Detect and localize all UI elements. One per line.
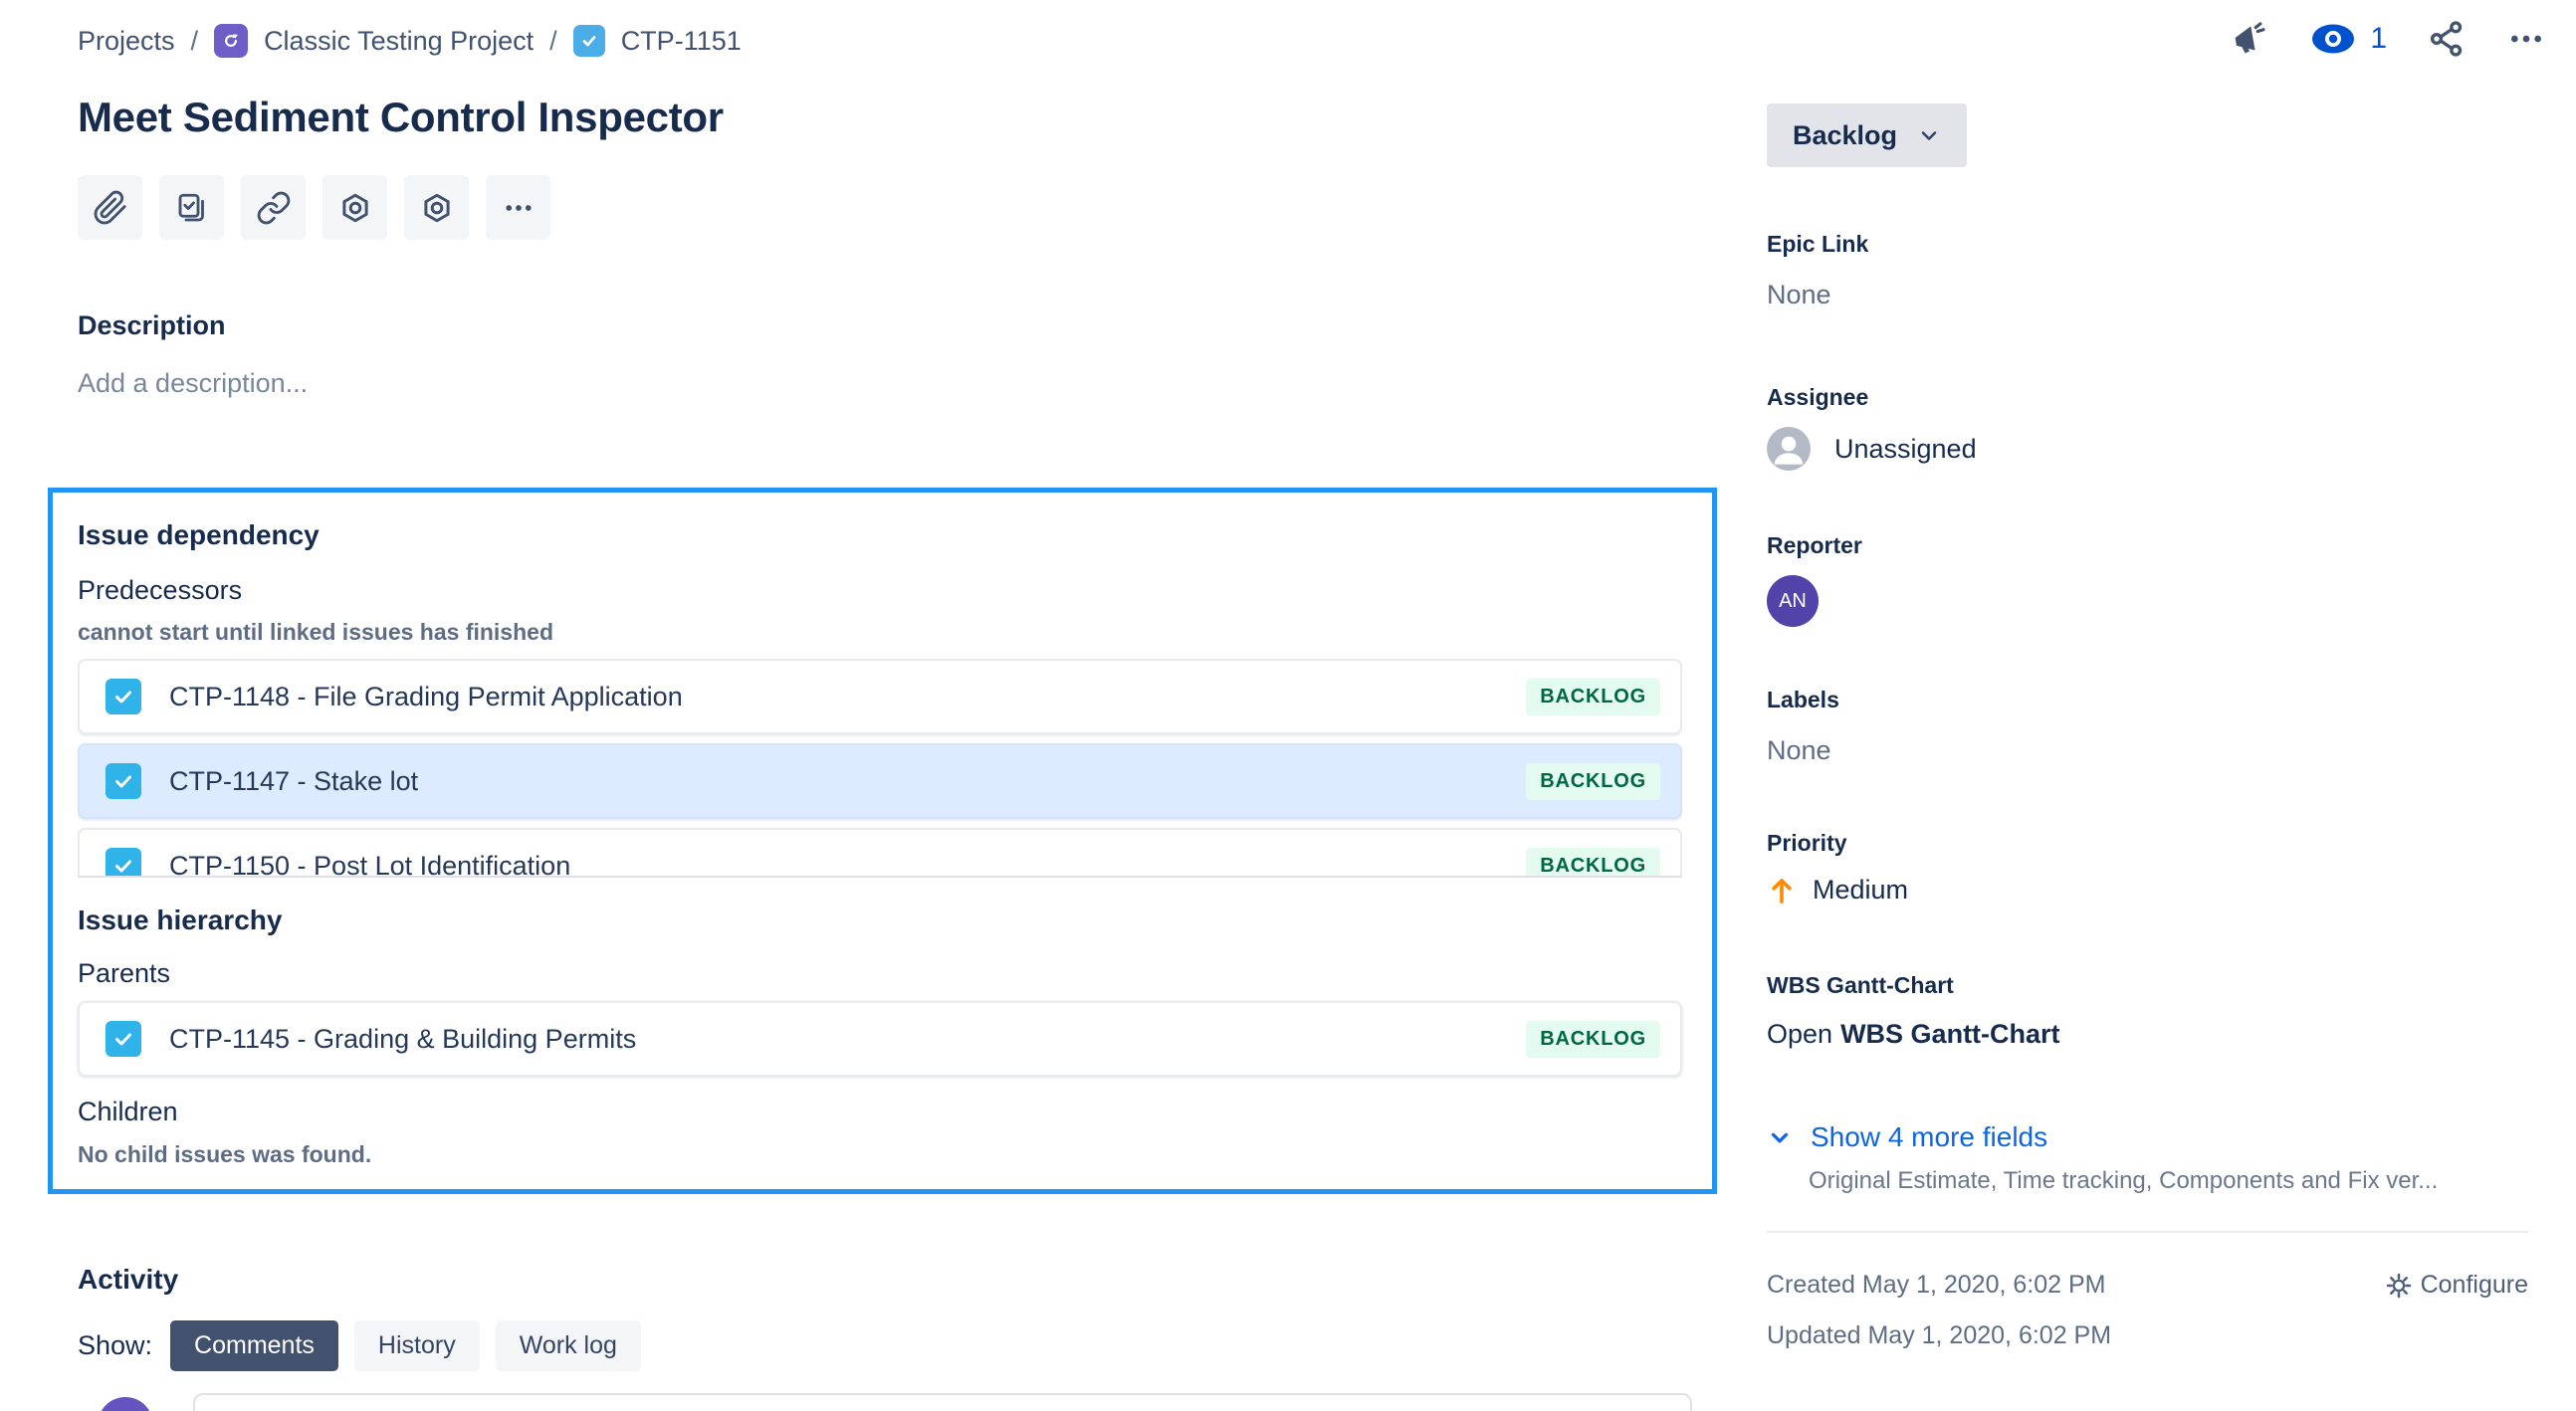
watch-count: 1 xyxy=(2370,22,2387,55)
add-subtask-button[interactable] xyxy=(159,175,224,240)
status-dropdown-label: Backlog xyxy=(1793,119,1898,150)
assignee-name: Unassigned xyxy=(1834,433,1977,464)
children-empty-message: No child issues was found. xyxy=(78,1141,372,1167)
reporter-avatar: AN xyxy=(1767,575,1819,627)
activity-title: Activity xyxy=(78,1264,179,1295)
show-label: Show: xyxy=(78,1330,153,1360)
priority-name: Medium xyxy=(1813,874,1909,905)
show-more-label: Show 4 more fields xyxy=(1811,1121,2048,1152)
status-badge: BACKLOG xyxy=(1526,847,1660,876)
predecessors-hint: cannot start until linked issues has fin… xyxy=(78,619,553,645)
labels-value[interactable]: None xyxy=(1767,735,1831,765)
issue-meta: Created May 1, 2020, 6:02 PM Updated May… xyxy=(1767,1271,2528,1350)
priority-value[interactable]: Medium xyxy=(1767,873,2528,907)
predecessors-label: Predecessors xyxy=(78,575,243,605)
parents-label: Parents xyxy=(78,958,171,988)
issue-dependency-panel: Issue dependency Predecessors cannot sta… xyxy=(48,488,1717,1194)
project-avatar-icon xyxy=(214,24,249,58)
row-checkbox[interactable] xyxy=(106,763,141,799)
issue-link-title[interactable]: CTP-1145 - Grading & Building Permits xyxy=(169,1023,637,1054)
breadcrumb-projects[interactable]: Projects xyxy=(78,25,175,56)
labels-label: Labels xyxy=(1767,687,1839,712)
row-checkbox[interactable] xyxy=(106,679,141,714)
description-placeholder[interactable]: Add a description... xyxy=(78,368,309,398)
app-hexagon-icon[interactable] xyxy=(404,175,469,240)
row-checkbox[interactable] xyxy=(106,848,141,876)
more-quick-actions-button[interactable] xyxy=(486,175,550,240)
show-more-fields[interactable]: Show 4 more fields xyxy=(1767,1121,2528,1153)
chevron-down-icon xyxy=(1771,1132,1789,1143)
epic-link-value[interactable]: None xyxy=(1767,280,1831,309)
breadcrumb-separator: / xyxy=(190,25,199,56)
activity-filter-bar: Show: Comments History Work log xyxy=(78,1320,641,1371)
unassigned-avatar-icon xyxy=(1767,427,1811,471)
filter-history-button[interactable]: History xyxy=(353,1320,480,1371)
priority-medium-icon xyxy=(1772,879,1792,904)
show-more-hint: Original Estimate, Time tracking, Compon… xyxy=(1809,1167,2439,1194)
configure-button[interactable]: Configure xyxy=(2385,1271,2528,1300)
breadcrumb-issue-key[interactable]: CTP-1151 xyxy=(620,25,742,56)
updated-date: Updated May 1, 2020, 6:02 PM xyxy=(1767,1321,2112,1349)
gear-icon xyxy=(2386,1273,2411,1298)
details-sidebar: Backlog Epic Link None Assignee Unassign… xyxy=(1767,0,2528,1350)
watchers[interactable]: 1 xyxy=(2310,21,2387,57)
created-date: Created May 1, 2020, 6:02 PM xyxy=(1767,1271,2106,1299)
comment-input[interactable] xyxy=(193,1393,1692,1411)
watch-eye-icon xyxy=(2310,21,2356,57)
issue-toolbar: 1 xyxy=(2229,18,2546,60)
predecessors-list[interactable]: CTP-1148 - File Grading Permit Applicati… xyxy=(78,659,1682,878)
activity-section: Activity Show: Comments History Work log xyxy=(78,1264,641,1371)
priority-label: Priority xyxy=(1767,830,1847,856)
status-badge: BACKLOG xyxy=(1526,678,1660,715)
breadcrumb: Projects / Classic Testing Project / CTP… xyxy=(78,24,742,58)
reporter-label: Reporter xyxy=(1767,532,1862,558)
dependency-panel-title: Issue dependency xyxy=(78,519,320,550)
row-checkbox[interactable] xyxy=(106,1021,141,1057)
reporter-value[interactable]: AN xyxy=(1767,575,2528,627)
issue-link-title[interactable]: CTP-1148 - File Grading Permit Applicati… xyxy=(169,681,683,711)
predecessor-row[interactable]: CTP-1150 - Post Lot Identification BACKL… xyxy=(78,828,1682,878)
share-icon[interactable] xyxy=(2427,19,2467,59)
parent-row[interactable]: CTP-1145 - Grading & Building Permits BA… xyxy=(78,1001,1682,1077)
chevron-down-icon xyxy=(1921,131,1937,140)
description-label: Description xyxy=(78,310,226,340)
task-type-icon xyxy=(572,25,605,57)
children-label: Children xyxy=(78,1097,178,1126)
feedback-megaphone-icon[interactable] xyxy=(2229,18,2270,60)
wbs-gantt-label: WBS Gantt-Chart xyxy=(1767,972,1954,998)
status-badge: BACKLOG xyxy=(1526,1020,1660,1058)
filter-worklog-button[interactable]: Work log xyxy=(495,1320,641,1371)
configure-label: Configure xyxy=(2420,1271,2528,1299)
app-hexagon-icon[interactable] xyxy=(322,175,387,240)
breadcrumb-project[interactable]: Classic Testing Project xyxy=(264,25,535,56)
issue-link-title[interactable]: CTP-1150 - Post Lot Identification xyxy=(169,850,571,878)
wbs-open-target: WBS Gantt-Chart xyxy=(1840,1019,2060,1049)
predecessor-row[interactable]: CTP-1147 - Stake lot BACKLOG xyxy=(78,743,1682,819)
attach-button[interactable] xyxy=(78,175,142,240)
quick-actions xyxy=(78,175,550,240)
open-wbs-gantt-link[interactable]: Open WBS Gantt-Chart xyxy=(1767,1019,2528,1050)
breadcrumb-separator: / xyxy=(549,25,557,56)
epic-link-label: Epic Link xyxy=(1767,231,1869,257)
status-badge: BACKLOG xyxy=(1526,762,1660,800)
assignee-value[interactable]: Unassigned xyxy=(1767,427,2528,471)
link-issue-button[interactable] xyxy=(241,175,306,240)
predecessor-row[interactable]: CTP-1148 - File Grading Permit Applicati… xyxy=(78,659,1682,734)
filter-comments-button[interactable]: Comments xyxy=(170,1320,338,1371)
issue-link-title[interactable]: CTP-1147 - Stake lot xyxy=(169,765,419,796)
issue-hierarchy-title: Issue hierarchy xyxy=(78,905,283,935)
assignee-label: Assignee xyxy=(1767,384,1869,410)
status-dropdown[interactable]: Backlog xyxy=(1767,103,1968,167)
sidebar-divider xyxy=(1767,1231,2528,1233)
more-actions-icon[interactable] xyxy=(2506,19,2546,59)
current-user-avatar xyxy=(98,1397,153,1411)
wbs-open-prefix: Open xyxy=(1767,1019,1833,1049)
issue-title[interactable]: Meet Sediment Control Inspector xyxy=(78,94,724,140)
